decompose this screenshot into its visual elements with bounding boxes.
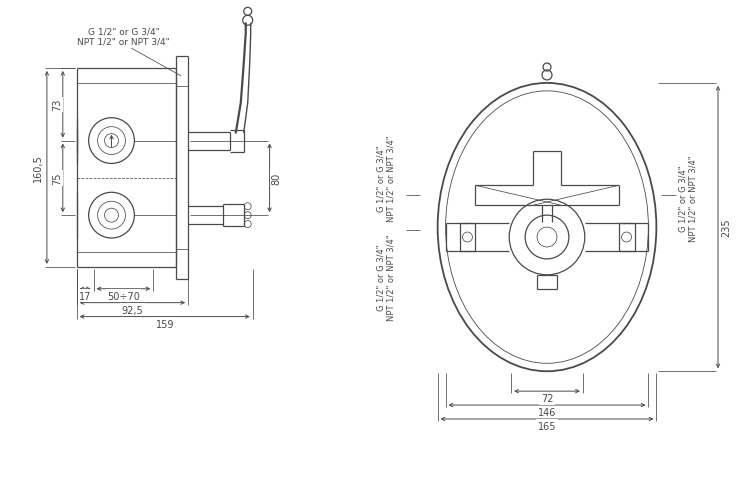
- Text: 50÷70: 50÷70: [107, 291, 140, 301]
- Text: G 1/2" or G 3/4"
NPT 1/2" or NPT 3/4": G 1/2" or G 3/4" NPT 1/2" or NPT 3/4": [376, 135, 396, 221]
- Text: 165: 165: [538, 421, 556, 431]
- Text: G 1/2" or G 3/4"
NPT 1/2" or NPT 3/4": G 1/2" or G 3/4" NPT 1/2" or NPT 3/4": [376, 234, 396, 320]
- Text: G 1/2" or G 3/4"
NPT 1/2" or NPT 3/4": G 1/2" or G 3/4" NPT 1/2" or NPT 3/4": [679, 155, 698, 241]
- Text: 73: 73: [52, 99, 62, 111]
- Text: 80: 80: [272, 172, 281, 184]
- Text: G 1/2" or G 3/4"
NPT 1/2" or NPT 3/4": G 1/2" or G 3/4" NPT 1/2" or NPT 3/4": [77, 28, 170, 47]
- Text: 235: 235: [721, 218, 731, 237]
- Text: 17: 17: [79, 291, 92, 301]
- Text: 159: 159: [155, 319, 174, 329]
- Text: 92,5: 92,5: [122, 305, 143, 315]
- Text: 160,5: 160,5: [33, 154, 43, 182]
- Text: 75: 75: [52, 172, 62, 185]
- Text: 72: 72: [541, 393, 554, 403]
- Text: 146: 146: [538, 407, 556, 417]
